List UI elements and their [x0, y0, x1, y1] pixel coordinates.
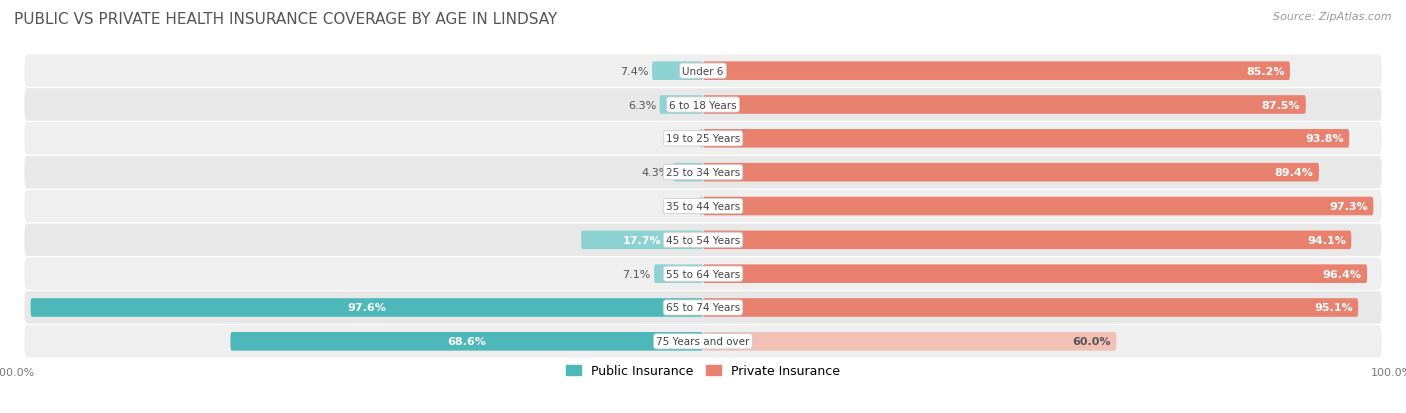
FancyBboxPatch shape — [24, 325, 1382, 358]
FancyBboxPatch shape — [24, 224, 1382, 256]
FancyBboxPatch shape — [703, 231, 1351, 249]
Legend: Public Insurance, Private Insurance: Public Insurance, Private Insurance — [561, 359, 845, 382]
FancyBboxPatch shape — [700, 197, 703, 216]
FancyBboxPatch shape — [703, 299, 1358, 317]
Text: 94.1%: 94.1% — [1308, 235, 1346, 245]
Text: 19 to 25 Years: 19 to 25 Years — [666, 134, 740, 144]
FancyBboxPatch shape — [703, 164, 1319, 182]
FancyBboxPatch shape — [24, 190, 1382, 223]
Text: 75 Years and over: 75 Years and over — [657, 337, 749, 347]
FancyBboxPatch shape — [31, 299, 703, 317]
Text: 0.0%: 0.0% — [665, 134, 693, 144]
Text: 96.4%: 96.4% — [1323, 269, 1361, 279]
Text: 0.0%: 0.0% — [665, 202, 693, 211]
Text: 45 to 54 Years: 45 to 54 Years — [666, 235, 740, 245]
Text: 85.2%: 85.2% — [1246, 66, 1285, 76]
Text: PUBLIC VS PRIVATE HEALTH INSURANCE COVERAGE BY AGE IN LINDSAY: PUBLIC VS PRIVATE HEALTH INSURANCE COVER… — [14, 12, 557, 27]
FancyBboxPatch shape — [659, 96, 703, 114]
FancyBboxPatch shape — [703, 197, 1374, 216]
Text: 65 to 74 Years: 65 to 74 Years — [666, 303, 740, 313]
FancyBboxPatch shape — [700, 130, 703, 148]
FancyBboxPatch shape — [231, 332, 703, 351]
Text: 68.6%: 68.6% — [447, 337, 486, 347]
Text: 97.3%: 97.3% — [1329, 202, 1368, 211]
FancyBboxPatch shape — [24, 157, 1382, 189]
Text: 25 to 34 Years: 25 to 34 Years — [666, 168, 740, 178]
FancyBboxPatch shape — [24, 123, 1382, 155]
Text: Under 6: Under 6 — [682, 66, 724, 76]
FancyBboxPatch shape — [654, 265, 703, 283]
Text: 6 to 18 Years: 6 to 18 Years — [669, 100, 737, 110]
Text: 6.3%: 6.3% — [628, 100, 657, 110]
FancyBboxPatch shape — [703, 265, 1367, 283]
Text: 35 to 44 Years: 35 to 44 Years — [666, 202, 740, 211]
FancyBboxPatch shape — [703, 62, 1289, 81]
Text: 7.1%: 7.1% — [623, 269, 651, 279]
Text: 55 to 64 Years: 55 to 64 Years — [666, 269, 740, 279]
Text: 95.1%: 95.1% — [1315, 303, 1353, 313]
FancyBboxPatch shape — [24, 292, 1382, 324]
FancyBboxPatch shape — [703, 130, 1350, 148]
FancyBboxPatch shape — [703, 96, 1306, 114]
Text: 17.7%: 17.7% — [623, 235, 661, 245]
Text: 87.5%: 87.5% — [1261, 100, 1301, 110]
Text: 4.3%: 4.3% — [641, 168, 669, 178]
FancyBboxPatch shape — [673, 164, 703, 182]
FancyBboxPatch shape — [652, 62, 703, 81]
Text: 97.6%: 97.6% — [347, 303, 387, 313]
Text: 89.4%: 89.4% — [1274, 168, 1313, 178]
Text: 93.8%: 93.8% — [1305, 134, 1344, 144]
FancyBboxPatch shape — [581, 231, 703, 249]
Text: Source: ZipAtlas.com: Source: ZipAtlas.com — [1274, 12, 1392, 22]
FancyBboxPatch shape — [24, 258, 1382, 290]
FancyBboxPatch shape — [24, 89, 1382, 121]
FancyBboxPatch shape — [24, 55, 1382, 88]
Text: 60.0%: 60.0% — [1073, 337, 1111, 347]
FancyBboxPatch shape — [703, 332, 1116, 351]
Text: 7.4%: 7.4% — [620, 66, 648, 76]
